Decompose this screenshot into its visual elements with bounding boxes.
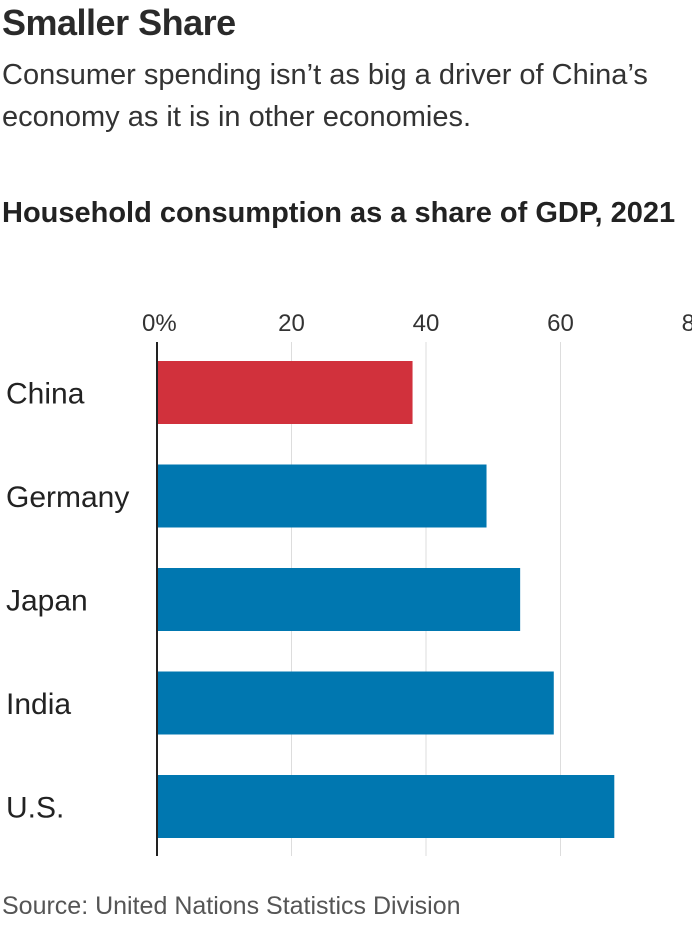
x-tick-label: 80 <box>682 310 692 337</box>
category-label: Japan <box>6 585 88 618</box>
source-note: Source: United Nations Statistics Divisi… <box>2 892 461 920</box>
x-tick-labels: 0% 20 40 60 80 <box>142 310 692 337</box>
chart-subtitle: Consumer spending isn’t as big a driver … <box>2 59 648 133</box>
category-label: China <box>6 378 85 411</box>
chart-title: Household consumption as a share of GDP,… <box>2 197 676 229</box>
bar-china <box>157 361 413 424</box>
bar-india <box>157 671 554 735</box>
bar-germany <box>157 464 487 528</box>
category-label: U.S. <box>6 792 64 825</box>
category-label: India <box>6 688 71 721</box>
bar-chart: 0% 20 40 60 80 China Germany Japan India U.S. <box>6 310 692 856</box>
chart-headline: Smaller Share <box>2 2 236 43</box>
x-tick-label: 20 <box>278 310 305 337</box>
category-labels: China Germany Japan India U.S. <box>6 378 129 825</box>
bars <box>157 361 615 838</box>
bar-japan <box>157 568 521 631</box>
bar-us <box>157 775 615 838</box>
x-tick-label: 60 <box>547 310 574 337</box>
x-tick-label: 40 <box>413 310 440 337</box>
category-label: Germany <box>6 481 129 514</box>
x-tick-label: 0% <box>142 310 177 337</box>
